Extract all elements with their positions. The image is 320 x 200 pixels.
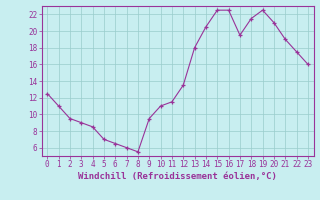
X-axis label: Windchill (Refroidissement éolien,°C): Windchill (Refroidissement éolien,°C)	[78, 172, 277, 181]
